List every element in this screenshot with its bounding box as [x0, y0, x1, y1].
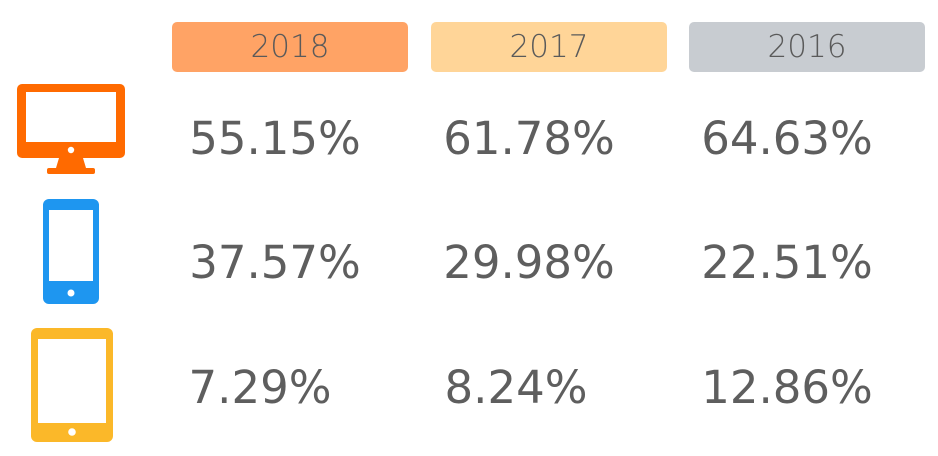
tablet-2018-value: 7.29% [188, 361, 332, 414]
tablet-icon [31, 328, 113, 442]
smartphone-2018-value: 37.57% [189, 236, 361, 289]
smartphone-2017-value: 29.98% [443, 236, 615, 289]
smartphone-icon [43, 199, 99, 304]
header-2018: 2018 [172, 22, 408, 72]
tablet-2016-value: 12.86% [701, 361, 873, 414]
desktop-2016-value: 64.63% [701, 112, 873, 165]
tablet-2017-value: 8.24% [444, 361, 588, 414]
desktop-icon [17, 84, 125, 174]
header-2017: 2017 [431, 22, 667, 72]
desktop-2017-value: 61.78% [443, 112, 615, 165]
smartphone-2016-value: 22.51% [701, 236, 873, 289]
header-2016: 2016 [689, 22, 925, 72]
desktop-2018-value: 55.15% [189, 112, 361, 165]
